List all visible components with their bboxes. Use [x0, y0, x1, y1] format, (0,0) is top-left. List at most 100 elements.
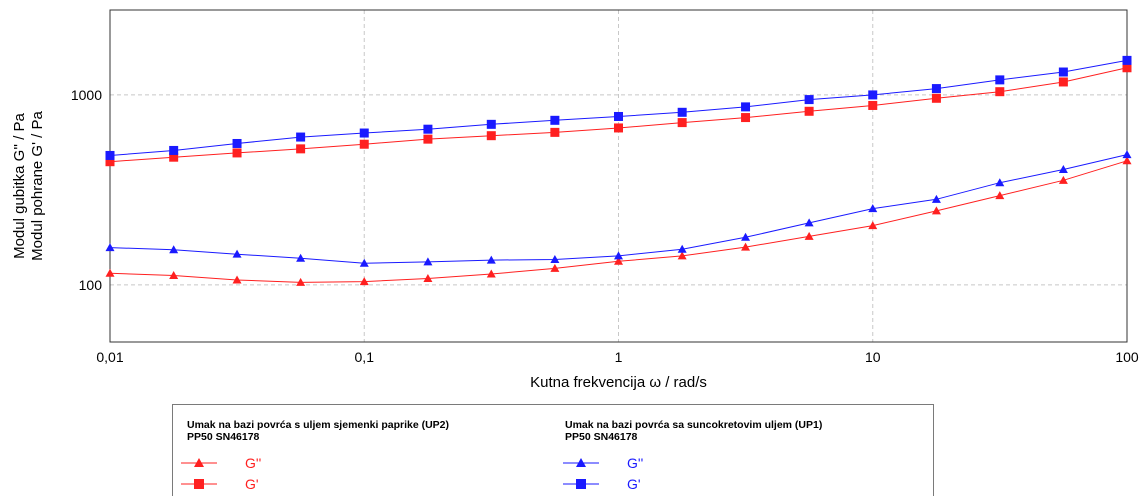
data-point [868, 204, 878, 213]
x-axis-label: Kutna frekvencija ω / rad/s [530, 374, 707, 391]
data-point [296, 144, 306, 154]
data-point [486, 255, 496, 264]
data-point [169, 145, 179, 155]
legend-group-subtitle: PP50 SN46178 [187, 431, 260, 443]
legend-label: G' [627, 476, 641, 492]
data-point [550, 115, 560, 125]
data-point [296, 277, 306, 286]
data-point [169, 270, 179, 279]
data-point [868, 100, 878, 110]
data-point [931, 93, 941, 103]
data-point [423, 273, 433, 282]
data-point [1058, 175, 1068, 184]
data-point [804, 218, 814, 227]
data-point [359, 139, 369, 149]
data-point [105, 150, 115, 160]
legend: Umak na bazi povrća s uljem sjemenki pap… [172, 404, 934, 496]
data-point [296, 253, 306, 262]
legend-group-up2: Umak na bazi povrća s uljem sjemenki pap… [187, 419, 449, 443]
data-point [359, 277, 369, 286]
data-point [804, 95, 814, 105]
data-point [169, 245, 179, 254]
data-point [1122, 150, 1132, 159]
data-point [1058, 77, 1068, 87]
data-point [677, 244, 687, 253]
legend-entry-up2-storage: G' [181, 476, 321, 492]
y-tick-label: 1000 [71, 87, 102, 103]
x-tick-label: 0,01 [96, 349, 123, 365]
legend-label: G' [245, 476, 259, 492]
rheology-chart: 0,01 0,1 1 10 100 100 1000 Kutna frekvencija ω… [11, 9, 1139, 391]
data-point [614, 256, 623, 265]
data-point [359, 128, 369, 138]
series-0-group0-loss [105, 156, 1132, 286]
x-tick-label: 0,1 [355, 349, 375, 365]
data-point [804, 106, 814, 116]
data-point [1122, 55, 1132, 65]
data-point [486, 269, 496, 278]
data-point [677, 118, 687, 128]
triangle-marker-icon [194, 458, 204, 467]
legend-entry-up2-loss: G'' [181, 455, 321, 471]
data-point [550, 127, 560, 137]
data-point [423, 124, 433, 134]
data-point [105, 157, 115, 167]
data-point [931, 206, 941, 215]
data-point [550, 254, 560, 263]
grid-lines [110, 10, 1127, 342]
data-point [1122, 63, 1132, 73]
data-point [995, 87, 1005, 97]
y-axis-label-storage: Modul pohrane G' / Pa [29, 111, 46, 261]
data-point [232, 275, 242, 284]
data-point [1058, 67, 1068, 77]
series-2-group1-loss [105, 150, 1132, 267]
y-axis-label-loss: Modul gubitka G'' / Pa [11, 112, 28, 258]
data-point [868, 221, 878, 230]
x-tick-label: 10 [865, 349, 881, 365]
data-point [995, 178, 1005, 187]
legend-label: G'' [245, 455, 262, 471]
data-point [486, 119, 496, 129]
data-point [296, 132, 306, 142]
square-marker-icon [576, 479, 586, 489]
data-point [105, 268, 115, 277]
data-point [232, 138, 242, 148]
data-point [677, 107, 687, 117]
y-tick-label: 100 [79, 277, 103, 293]
legend-group-title: Umak na bazi povrća s uljem sjemenki pap… [187, 419, 450, 431]
data-point [614, 111, 623, 121]
data-point [995, 75, 1005, 85]
legend-entry-up1-loss: G'' [563, 455, 703, 471]
data-point [359, 258, 369, 267]
data-point [550, 263, 560, 272]
data-point [1122, 156, 1132, 165]
data-point [741, 232, 751, 241]
data-point [105, 243, 115, 252]
legend-group-up1: Umak na bazi povrća sa suncokretovim ulj… [565, 419, 822, 443]
data-point [169, 152, 179, 162]
data-point [931, 194, 941, 203]
series-3-group1-storage [105, 55, 1132, 160]
legend-group-subtitle: PP50 SN46178 [565, 431, 638, 443]
data-point [232, 249, 242, 258]
data-point [931, 84, 941, 94]
data-point [423, 134, 433, 144]
data-point [614, 251, 623, 260]
data-point [1058, 164, 1068, 173]
axis-ticks: 0,01 0,1 1 10 100 100 1000 [71, 87, 1139, 365]
square-marker-icon [194, 479, 204, 489]
series-1-group0-storage [105, 63, 1132, 167]
legend-label: G'' [627, 455, 644, 471]
data-point [677, 251, 687, 260]
data-point [995, 191, 1005, 200]
x-tick-label: 1 [615, 349, 623, 365]
series-layer [105, 55, 1132, 286]
plot-frame [109, 9, 1128, 343]
data-point [741, 102, 751, 112]
data-point [741, 113, 751, 123]
data-point [868, 90, 878, 100]
legend-group-title: Umak na bazi povrća sa suncokretovim ulj… [565, 419, 823, 431]
triangle-marker-icon [576, 458, 586, 467]
data-point [232, 148, 242, 158]
data-point [741, 242, 751, 251]
